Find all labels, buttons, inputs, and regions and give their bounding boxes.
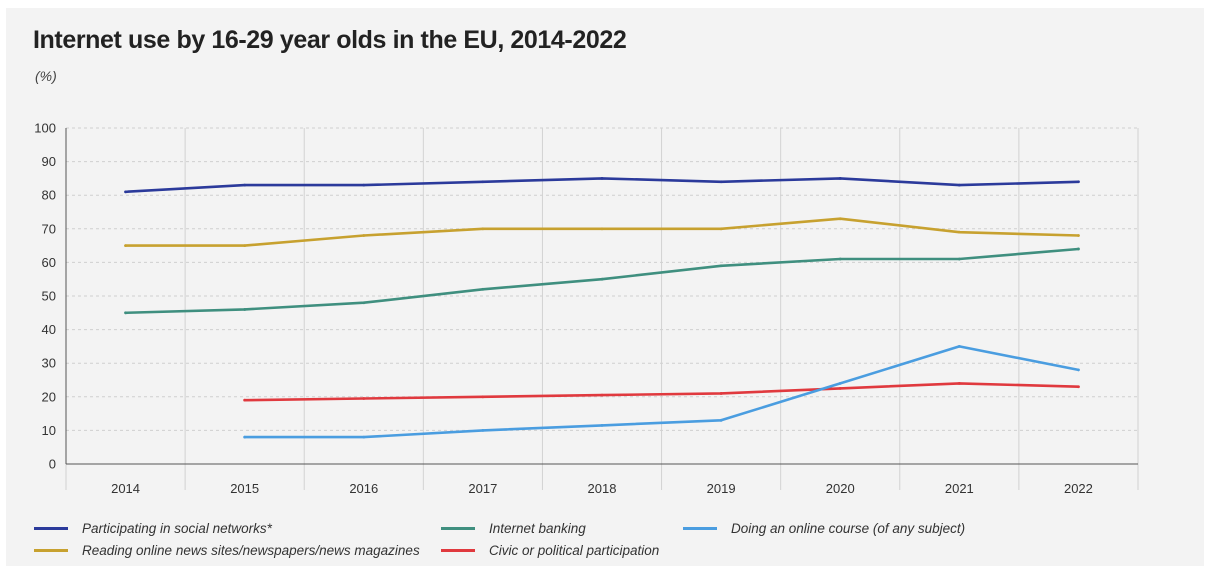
x-tick-label: 2018 bbox=[588, 481, 617, 496]
data-point bbox=[600, 393, 604, 397]
y-tick-label: 50 bbox=[42, 289, 56, 304]
series-line bbox=[124, 247, 1080, 315]
data-point bbox=[362, 234, 366, 237]
data-point bbox=[838, 217, 842, 221]
data-point bbox=[838, 387, 842, 390]
x-tick-label: 2014 bbox=[111, 481, 140, 496]
data-point bbox=[957, 230, 961, 234]
x-tick-label: 2015 bbox=[230, 481, 259, 496]
data-point bbox=[362, 435, 366, 439]
data-point bbox=[838, 177, 842, 180]
data-point bbox=[600, 227, 604, 231]
series-line bbox=[124, 177, 1080, 194]
data-point bbox=[481, 180, 485, 184]
data-point bbox=[243, 308, 247, 311]
data-point bbox=[481, 429, 485, 432]
data-point bbox=[719, 180, 723, 184]
x-axis: 2014 2015 2016 2017 2018 2019 2020 2021 2022 bbox=[66, 463, 1138, 496]
data-point bbox=[1077, 385, 1080, 389]
data-point bbox=[481, 395, 485, 399]
data-point bbox=[1077, 180, 1080, 184]
y-tick-label: 100 bbox=[34, 121, 56, 136]
y-tick-label: 70 bbox=[42, 221, 56, 236]
data-point bbox=[719, 392, 723, 395]
series-line bbox=[243, 382, 1080, 402]
data-point bbox=[1077, 247, 1080, 251]
y-axis: 0 10 20 30 40 50 60 70 80 90 100 bbox=[34, 121, 67, 472]
data-point bbox=[124, 311, 127, 315]
y-tick-label: 80 bbox=[42, 188, 56, 203]
data-point bbox=[957, 183, 961, 187]
data-point bbox=[1077, 234, 1080, 237]
data-point bbox=[243, 398, 247, 402]
data-point bbox=[957, 257, 961, 261]
chart-title: Internet use by 16-29 year olds in the E… bbox=[33, 26, 627, 54]
y-tick-label: 60 bbox=[42, 255, 56, 270]
data-point bbox=[243, 183, 247, 187]
data-point bbox=[719, 264, 723, 268]
series-line bbox=[124, 217, 1080, 247]
data-point bbox=[1077, 368, 1080, 372]
data-point bbox=[362, 183, 366, 187]
x-tick-label: 2019 bbox=[707, 481, 736, 496]
data-point bbox=[243, 435, 247, 439]
data-point bbox=[481, 287, 485, 291]
x-tick-label: 2020 bbox=[826, 481, 855, 496]
x-tick-label: 2016 bbox=[349, 481, 378, 496]
y-tick-label: 20 bbox=[42, 389, 56, 404]
x-tick-label: 2021 bbox=[945, 481, 974, 496]
data-point bbox=[838, 257, 842, 261]
data-point bbox=[600, 277, 604, 281]
y-tick-label: 10 bbox=[42, 423, 56, 438]
data-point bbox=[243, 244, 247, 248]
x-tick-label: 2017 bbox=[468, 481, 497, 496]
data-point bbox=[719, 227, 723, 231]
unit-label: (%) bbox=[35, 68, 57, 84]
data-point bbox=[838, 381, 842, 385]
y-tick-label: 40 bbox=[42, 322, 56, 337]
chart-panel bbox=[6, 8, 1204, 566]
data-point bbox=[719, 418, 723, 422]
data-point bbox=[124, 190, 127, 194]
data-point bbox=[957, 381, 961, 385]
data-point bbox=[957, 345, 961, 348]
series-lines bbox=[124, 177, 1080, 439]
data-point bbox=[600, 423, 604, 427]
series-line bbox=[243, 345, 1080, 439]
y-tick-label: 90 bbox=[42, 154, 56, 169]
data-point bbox=[124, 244, 127, 248]
data-point bbox=[481, 227, 485, 231]
y-tick-label: 30 bbox=[42, 356, 56, 371]
data-point bbox=[362, 301, 366, 305]
x-tick-label: 2022 bbox=[1064, 481, 1093, 496]
y-tick-label: 0 bbox=[49, 457, 56, 472]
data-point bbox=[362, 397, 366, 400]
data-point bbox=[600, 177, 604, 180]
